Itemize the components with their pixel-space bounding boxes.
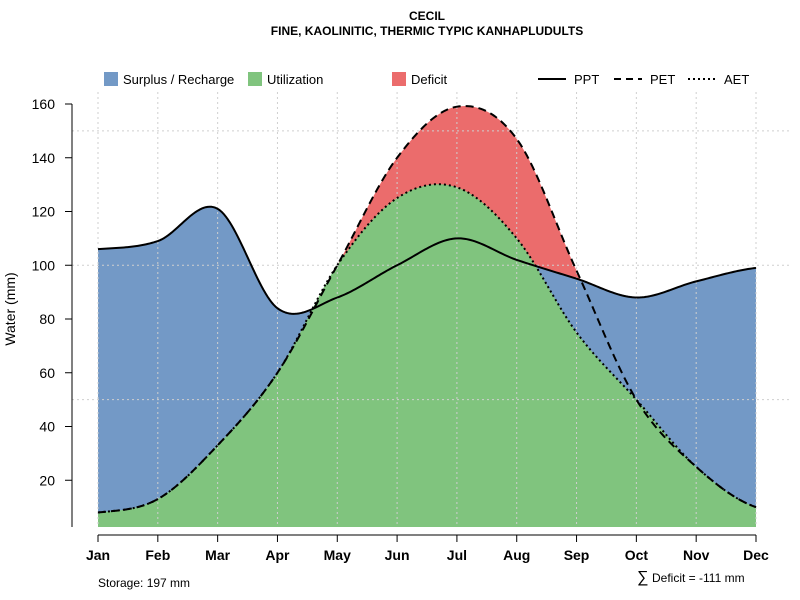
storage-note: Storage: 197 mm [98, 576, 190, 590]
utilization-area [98, 184, 756, 527]
y-tick-label: 120 [32, 204, 56, 220]
x-tick-label-dec: Dec [743, 547, 769, 563]
x-tick-label-may: May [324, 547, 351, 563]
x-tick-label-apr: Apr [265, 547, 290, 563]
x-tick-label-jul: Jul [447, 547, 467, 563]
series-lines [97, 105, 757, 514]
series-line-pet [97, 105, 757, 514]
y-tick-label: 100 [32, 257, 56, 273]
legend: Surplus / Recharge Utilization Deficit P… [104, 72, 749, 87]
x-tick-label-jan: Jan [86, 547, 110, 563]
deficit-sum-icon: ∑ [637, 569, 648, 586]
legend-label-ppt: PPT [574, 72, 599, 87]
x-tick-label-feb: Feb [145, 547, 170, 563]
y-tick-label: 160 [32, 96, 56, 112]
legend-label-utilization: Utilization [267, 72, 323, 87]
y-tick-label: 60 [39, 365, 55, 381]
y-tick-label: 20 [39, 472, 55, 488]
chart-subtitle: FINE, KAOLINITIC, THERMIC TYPIC KANHAPLU… [271, 24, 583, 38]
legend-label-pet: PET [650, 72, 675, 87]
x-tick-label-jun: Jun [385, 547, 410, 563]
x-tick-label-sep: Sep [564, 547, 590, 563]
legend-label-deficit: Deficit [411, 72, 448, 87]
y-tick-label: 140 [32, 150, 56, 166]
deficit-note: Deficit = -111 mm [652, 571, 745, 585]
legend-swatch-surplus [104, 72, 118, 86]
x-tick-label-aug: Aug [503, 547, 530, 563]
area-fills [98, 106, 756, 528]
axes: 20 40 60 80 100 120 140 160 Jan Feb Mar Apr May Jun Ju… [32, 96, 769, 563]
legend-label-surplus: Surplus / Recharge [123, 72, 234, 87]
y-tick-label: 80 [39, 311, 55, 327]
legend-label-aet: AET [724, 72, 749, 87]
series-line-ppt [97, 205, 757, 315]
y-axis-label: Water (mm) [2, 272, 18, 345]
y-tick-label: 40 [39, 419, 55, 435]
x-tick-label-nov: Nov [683, 547, 710, 563]
x-tick-label-oct: Oct [625, 547, 649, 563]
legend-swatch-utilization [248, 72, 262, 86]
legend-swatch-deficit [392, 72, 406, 86]
x-tick-label-mar: Mar [205, 547, 230, 563]
chart-title: CECIL [409, 9, 445, 23]
